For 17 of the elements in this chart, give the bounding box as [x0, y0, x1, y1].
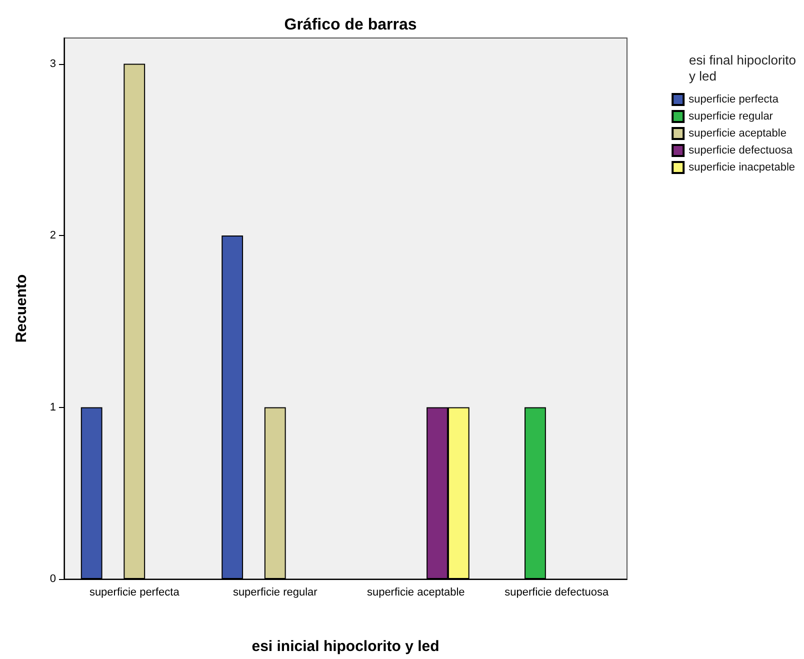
x-tick-label: superficie aceptable [366, 586, 465, 598]
legend-label: superficie defectuosa [688, 144, 794, 156]
legend-label: superficie aceptable [688, 128, 786, 140]
x-axis-title: esi inicial hipoclorito y led [252, 638, 440, 655]
x-tick-label: superficie regular [232, 586, 318, 598]
legend-title: esi final hipoclorito y led [689, 52, 796, 84]
x-tick-label: superficie perfecta [89, 586, 180, 598]
y-axis-title: Recuento [13, 274, 30, 343]
legend-label: superficie perfecta [688, 94, 780, 106]
x-tick-label: superficie defectuosa [504, 586, 610, 598]
y-tick-label: 3 [50, 58, 56, 70]
legend-label: superficie regular [688, 110, 774, 122]
chart-title: Gráfico de barras [284, 16, 417, 34]
y-tick-label: 2 [50, 230, 56, 242]
y-tick-label: 0 [50, 573, 56, 585]
y-tick-label: 1 [50, 401, 56, 414]
legend-label: superficie inacpetable [688, 162, 796, 174]
